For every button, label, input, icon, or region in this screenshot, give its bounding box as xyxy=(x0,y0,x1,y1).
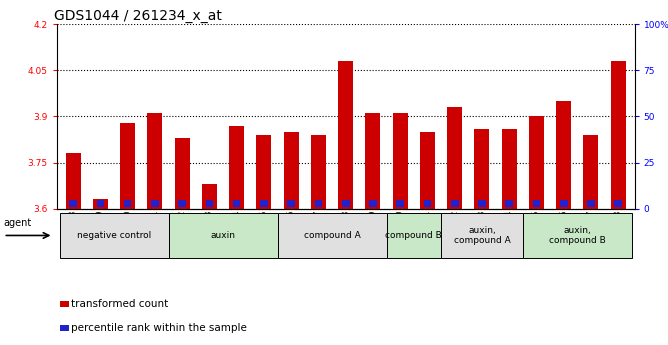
Bar xyxy=(441,213,523,258)
Text: auxin: auxin xyxy=(210,231,236,240)
Bar xyxy=(529,117,544,209)
Bar xyxy=(447,107,462,209)
Bar xyxy=(277,213,387,258)
Bar xyxy=(556,101,571,209)
Bar xyxy=(506,200,513,207)
Text: agent: agent xyxy=(3,218,31,228)
Bar xyxy=(93,199,108,209)
Bar xyxy=(560,200,568,207)
Text: compound A: compound A xyxy=(304,231,361,240)
Bar xyxy=(151,200,159,207)
Text: transformed count: transformed count xyxy=(71,299,168,309)
Text: compound B: compound B xyxy=(385,231,442,240)
Bar xyxy=(587,200,595,207)
Bar xyxy=(257,135,271,209)
Bar xyxy=(342,200,349,207)
Bar xyxy=(202,184,217,209)
Bar xyxy=(393,114,407,209)
Bar xyxy=(206,200,213,207)
Bar xyxy=(229,126,244,209)
Bar xyxy=(287,200,295,207)
Bar xyxy=(69,200,77,207)
Bar xyxy=(65,154,81,209)
Text: auxin,
compound B: auxin, compound B xyxy=(549,226,606,245)
Bar xyxy=(260,200,268,207)
Bar xyxy=(120,122,135,209)
Bar xyxy=(478,200,486,207)
Text: GDS1044 / 261234_x_at: GDS1044 / 261234_x_at xyxy=(54,9,222,23)
Bar xyxy=(365,114,381,209)
Bar xyxy=(502,129,517,209)
Bar xyxy=(148,114,162,209)
Bar xyxy=(284,132,299,209)
Text: negative control: negative control xyxy=(77,231,151,240)
Bar xyxy=(420,132,435,209)
Bar xyxy=(451,200,458,207)
Bar xyxy=(315,200,322,207)
Bar xyxy=(97,200,104,207)
Bar xyxy=(168,213,277,258)
Bar xyxy=(396,200,404,207)
Bar xyxy=(424,200,432,207)
Bar xyxy=(233,200,240,207)
Bar xyxy=(532,200,540,207)
Bar xyxy=(124,200,132,207)
Bar xyxy=(174,138,190,209)
Bar xyxy=(178,200,186,207)
Bar xyxy=(311,135,326,209)
Bar xyxy=(523,213,632,258)
Text: percentile rank within the sample: percentile rank within the sample xyxy=(71,323,246,333)
Text: auxin,
compound A: auxin, compound A xyxy=(454,226,510,245)
Bar xyxy=(387,213,441,258)
Bar xyxy=(59,213,168,258)
Bar xyxy=(369,200,377,207)
Bar xyxy=(615,200,622,207)
Bar xyxy=(474,129,490,209)
Bar xyxy=(611,61,626,209)
Bar xyxy=(338,61,353,209)
Bar xyxy=(583,135,599,209)
